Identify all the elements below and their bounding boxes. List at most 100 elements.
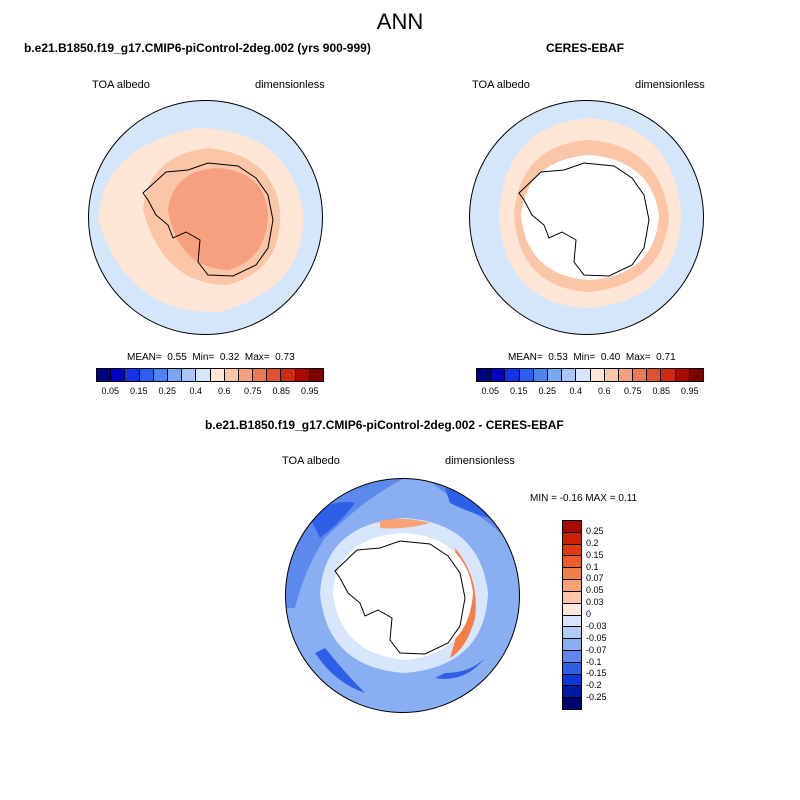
diff-strong-negative-2 xyxy=(445,488,490,518)
model-panel-title: b.e21.B1850.f19_g17.CMIP6-piControl-2deg… xyxy=(24,41,371,55)
colorbar-swatch xyxy=(675,369,690,381)
colorbar-tick-label: -0.15 xyxy=(586,668,607,679)
colorbar-swatch xyxy=(563,615,581,628)
model-plateau xyxy=(168,168,268,270)
colorbar-tick-label: 0.4 xyxy=(569,386,583,396)
obs-missing-data xyxy=(521,155,659,280)
model-mean-value: 0.55 xyxy=(167,352,187,363)
colorbar-swatch xyxy=(563,544,581,557)
colorbar-swatch xyxy=(97,369,112,381)
colorbar-tick-label: 0.05 xyxy=(101,386,120,396)
colorbar-swatch xyxy=(689,369,703,381)
obs-antarctica-coastline xyxy=(518,162,650,277)
colorbar-swatch xyxy=(139,369,154,381)
diff-strong-negative-3 xyxy=(315,648,365,693)
colorbar-tick-label: 0.25 xyxy=(538,386,557,396)
colorbar-swatch xyxy=(238,369,254,381)
colorbar-swatch xyxy=(633,369,648,381)
colorbar-swatch xyxy=(563,521,581,533)
colorbar-swatch xyxy=(563,662,581,675)
colorbar-swatch xyxy=(491,369,506,381)
colorbar-swatch xyxy=(477,369,492,381)
colorbar-swatch xyxy=(563,674,581,687)
diff-missing-data xyxy=(333,533,473,660)
diff-colorbar xyxy=(562,520,582,710)
colorbar-swatch xyxy=(196,369,211,381)
obs-panel-title: CERES-EBAF xyxy=(546,41,625,55)
model-max-value: 0.73 xyxy=(275,352,295,363)
diff-strong-negative-4 xyxy=(435,658,485,679)
model-units-label: dimensionless xyxy=(255,79,325,91)
colorbar-swatch xyxy=(647,369,662,381)
colorbar-swatch xyxy=(563,568,581,581)
diff-units-label: dimensionless xyxy=(445,455,515,467)
model-colorbar-ticks: 0.05 0.15 0.25 0.4 0.6 0.75 0.85 0.95 xyxy=(96,386,324,398)
colorbar-swatch xyxy=(224,369,239,381)
obs-colorbar-ticks: 0.05 0.15 0.25 0.4 0.6 0.75 0.85 0.95 xyxy=(476,386,704,398)
colorbar-tick-label: 0.85 xyxy=(272,386,291,396)
colorbar-tick-label: 0.6 xyxy=(217,386,231,396)
obs-stats: MEAN= 0.53 Min= 0.40 Max= 0.71 xyxy=(508,352,676,363)
diff-minmax-label: MIN = -0.16 MAX = 0.11 xyxy=(530,493,638,504)
colorbar-tick-label: 0.2 xyxy=(586,537,599,548)
colorbar-tick-label: 0.75 xyxy=(243,386,262,396)
model-min-value: 0.32 xyxy=(219,352,240,363)
colorbar-swatch xyxy=(563,532,581,545)
obs-min-label: Min= xyxy=(573,352,596,363)
colorbar-swatch xyxy=(505,369,520,381)
colorbar-tick-label: 0.07 xyxy=(586,573,604,584)
colorbar-swatch xyxy=(111,369,126,381)
model-map-border xyxy=(88,100,323,335)
model-min-label: Min= xyxy=(192,352,215,363)
colorbar-swatch xyxy=(547,369,563,381)
colorbar-swatch xyxy=(519,369,534,381)
colorbar-swatch xyxy=(563,603,581,616)
colorbar-tick-label: 0.95 xyxy=(680,386,699,396)
obs-mean-value: 0.53 xyxy=(548,352,568,363)
colorbar-swatch xyxy=(253,369,268,381)
model-stats: MEAN= 0.55 Min= 0.32 Max= 0.73 xyxy=(127,352,295,363)
colorbar-tick-label: 0.15 xyxy=(129,386,148,396)
colorbar-tick-label: 0.95 xyxy=(300,386,319,396)
obs-max-label: Max= xyxy=(625,352,651,363)
colorbar-swatch xyxy=(661,369,676,381)
colorbar-tick-label: 0 xyxy=(586,609,592,619)
colorbar-swatch xyxy=(267,369,282,381)
obs-mean-label: MEAN= xyxy=(508,352,543,363)
colorbar-swatch xyxy=(563,580,581,592)
colorbar-swatch xyxy=(563,591,581,604)
colorbar-tick-label: 0.85 xyxy=(652,386,671,396)
colorbar-swatch xyxy=(210,369,225,381)
model-colorbar xyxy=(96,368,324,382)
colorbar-swatch xyxy=(562,369,577,381)
diff-map-border xyxy=(285,478,520,713)
colorbar-tick-label: -0.25 xyxy=(586,692,607,703)
obs-colorbar xyxy=(476,368,704,382)
colorbar-swatch xyxy=(309,369,323,381)
colorbar-swatch xyxy=(604,369,619,381)
colorbar-swatch xyxy=(563,639,581,651)
colorbar-tick-label: 0.1 xyxy=(586,561,599,572)
colorbar-swatch xyxy=(576,369,591,381)
colorbar-tick-label: 0.25 xyxy=(158,386,177,396)
colorbar-swatch xyxy=(563,686,581,699)
colorbar-tick-label: 0.75 xyxy=(623,386,642,396)
colorbar-swatch xyxy=(153,369,168,381)
colorbar-swatch xyxy=(563,556,581,569)
colorbar-tick-label: 0.15 xyxy=(586,549,604,560)
diff-positive-north xyxy=(380,518,430,529)
model-max-label: Max= xyxy=(244,352,270,363)
colorbar-swatch xyxy=(563,698,581,709)
colorbar-swatch xyxy=(618,369,634,381)
colorbar-swatch xyxy=(590,369,605,381)
model-polar-map xyxy=(88,100,323,335)
model-antarctica-coastline xyxy=(142,162,274,277)
figure-title: ANN xyxy=(376,9,424,34)
diff-variable-label: TOA albedo xyxy=(282,455,340,467)
colorbar-swatch xyxy=(281,369,296,381)
colorbar-swatch xyxy=(125,369,140,381)
obs-max-value: 0.71 xyxy=(656,352,676,363)
obs-min-value: 0.40 xyxy=(600,352,621,363)
colorbar-tick-label: -0.1 xyxy=(586,656,602,667)
colorbar-tick-label: -0.05 xyxy=(586,632,607,643)
